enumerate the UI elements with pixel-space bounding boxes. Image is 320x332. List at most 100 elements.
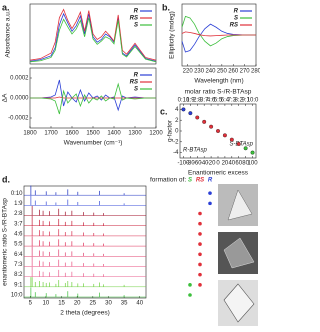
y-tick-label: -4 bbox=[173, 150, 179, 156]
formation-dot bbox=[198, 272, 202, 277]
legend-label: S bbox=[134, 87, 138, 93]
row-label: 0:10 bbox=[11, 191, 23, 197]
x-tick-label: 20 bbox=[74, 301, 81, 307]
x-tick-label: 250 bbox=[217, 69, 228, 75]
y-tick-label: 4 bbox=[175, 107, 179, 113]
panel-label: b. bbox=[162, 2, 170, 12]
data-point bbox=[250, 150, 255, 155]
x-tick-label: 1200 bbox=[149, 131, 163, 137]
y-tick-label: -2 bbox=[173, 139, 179, 145]
legend-title: formation of: bbox=[150, 177, 186, 184]
data-line bbox=[29, 12, 157, 62]
x-tick-label: 0 bbox=[216, 161, 220, 167]
data-line bbox=[181, 15, 256, 47]
legend-label: RS bbox=[230, 23, 238, 29]
crystal-images bbox=[218, 184, 258, 326]
annotation: S-BTAsp bbox=[229, 142, 253, 148]
top-tick-label: 10:0 bbox=[247, 98, 259, 104]
panel-label: a. bbox=[2, 2, 10, 12]
x-tick-label: 1500 bbox=[86, 131, 100, 137]
row-label: 9:1 bbox=[14, 282, 23, 288]
data-line bbox=[29, 17, 157, 63]
x-tick-label: 240 bbox=[205, 69, 216, 75]
y-axis-label: Absorbance a.u. bbox=[5, 10, 12, 58]
y-tick-label: 0 bbox=[175, 129, 179, 135]
x-tick-label: 80 bbox=[242, 161, 249, 167]
legend-label: R bbox=[134, 9, 139, 15]
top-tick-label: 3:7 bbox=[200, 98, 209, 104]
x-tick-label: 1600 bbox=[65, 131, 79, 137]
data-point bbox=[202, 119, 207, 124]
x-tick-label: 1300 bbox=[128, 131, 142, 137]
x-tick-label: 280 bbox=[251, 69, 260, 75]
top-tick-label: 9:1 bbox=[241, 98, 250, 104]
data-line bbox=[30, 79, 156, 112]
panel-label: d. bbox=[2, 174, 10, 184]
plot-frame bbox=[23, 185, 147, 299]
y-tick-label: -0.0002 bbox=[8, 116, 29, 122]
data-point bbox=[236, 142, 241, 146]
crystal bbox=[223, 283, 255, 323]
x-tick-label: 10 bbox=[43, 301, 50, 307]
data-line bbox=[181, 31, 256, 37]
x-tick-label: 40 bbox=[228, 161, 235, 167]
x-axis-label: 2 theta (degrees) bbox=[60, 310, 110, 317]
x-tick-label: 270 bbox=[240, 69, 251, 75]
x-tick-label: 5 bbox=[29, 301, 33, 307]
data-point bbox=[243, 146, 248, 151]
formation-dot bbox=[188, 283, 192, 287]
legend-label: RS bbox=[130, 16, 138, 22]
crystal bbox=[223, 237, 255, 269]
annotation: R-BTAsp bbox=[183, 148, 208, 154]
row-label: 6:4 bbox=[14, 252, 23, 258]
y-axis-label: g-factor bbox=[167, 119, 174, 142]
top-tick-label: 2:8 bbox=[193, 98, 202, 104]
data-line bbox=[29, 8, 157, 61]
x-tick-label: 260 bbox=[228, 69, 239, 75]
y-tick-label: 2 bbox=[175, 118, 179, 124]
formation-dot bbox=[208, 191, 212, 195]
formation-dot bbox=[188, 293, 192, 297]
data-point bbox=[181, 107, 186, 112]
row-label: 7:3 bbox=[14, 262, 23, 268]
x-tick-label: 60 bbox=[235, 161, 242, 167]
y-tick-label: 0.0002 bbox=[10, 76, 29, 82]
data-point bbox=[209, 124, 214, 129]
y-axis-label: Ellipticity (mdeg) bbox=[169, 11, 176, 59]
legend-label: R bbox=[234, 9, 239, 15]
crystal bbox=[227, 189, 253, 221]
x-tick-label: 1700 bbox=[44, 131, 58, 137]
row-label: 2:8 bbox=[14, 211, 23, 217]
data-point bbox=[222, 133, 227, 138]
top-axis-label: molar ratio S-/R-BTAsp bbox=[185, 89, 252, 96]
x-tick-label: 1400 bbox=[107, 131, 121, 137]
x-tick-label: 40 bbox=[136, 301, 143, 307]
y-axis-label: enantiomeric ratio S-/R-BTAsp bbox=[2, 198, 9, 286]
x-tick-label: 230 bbox=[194, 69, 205, 75]
data-point bbox=[229, 137, 234, 142]
formation-dot bbox=[198, 221, 202, 226]
top-tick-label: 0:10 bbox=[178, 98, 190, 104]
data-point bbox=[216, 129, 220, 133]
formation-dot bbox=[208, 201, 212, 206]
x-tick-label: 100 bbox=[248, 161, 259, 167]
formation-dot bbox=[198, 232, 202, 236]
legend-label: S bbox=[188, 178, 192, 184]
row-label: 4:6 bbox=[14, 231, 23, 237]
formation-dot bbox=[198, 211, 202, 216]
top-tick-label: 8:2 bbox=[235, 98, 244, 104]
top-tick-label: 5:5 bbox=[214, 98, 223, 104]
top-tick-label: 6:4 bbox=[221, 98, 230, 104]
x-tick-label: 220 bbox=[183, 69, 194, 75]
row-label: 5:5 bbox=[14, 242, 23, 248]
panel-label: c. bbox=[160, 106, 168, 116]
legend-label: S bbox=[234, 16, 238, 22]
top-tick-label: 4:6 bbox=[207, 98, 216, 104]
top-tick-label: 7:3 bbox=[228, 98, 237, 104]
formation-dot bbox=[198, 262, 202, 267]
legend-label: RS bbox=[130, 80, 138, 86]
data-line bbox=[181, 23, 256, 53]
x-axis-label: Enantiomeric excess bbox=[188, 170, 249, 177]
legend-label: RS bbox=[196, 178, 204, 184]
x-tick-label: -20 bbox=[207, 161, 216, 167]
